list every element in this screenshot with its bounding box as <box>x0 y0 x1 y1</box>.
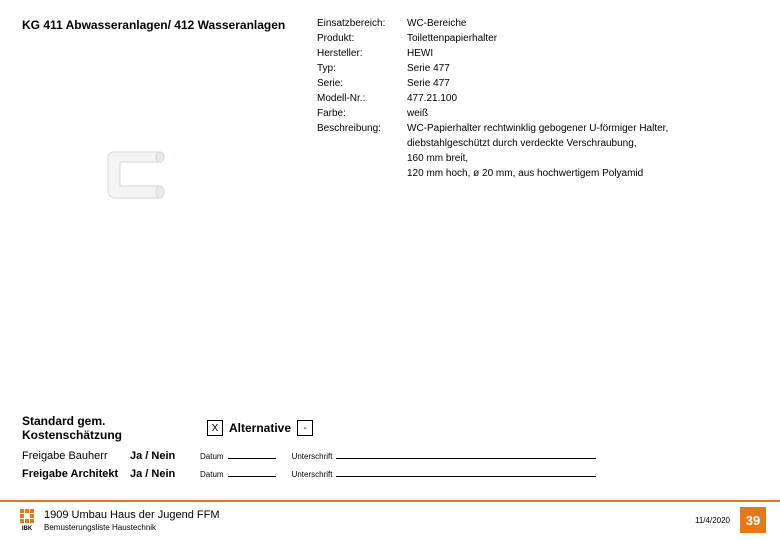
desc-line: 120 mm hoch, ø 20 mm, aus hochwertigem P… <box>407 168 758 179</box>
svg-text:IBK: IBK <box>22 526 33 531</box>
spec-val: Toilettenpapierhalter <box>407 33 668 44</box>
unterschrift-line <box>336 476 596 477</box>
product-image <box>100 140 180 210</box>
title-row: KG 411 Abwasseranlagen/ 412 Wasseranlage… <box>22 18 758 134</box>
spec-val: HEWI <box>407 48 668 59</box>
sign-row-architect: Freigabe Architekt Ja / Nein Datum Unter… <box>22 468 758 480</box>
datum-label: Datum <box>200 470 224 479</box>
unterschrift-line <box>336 458 596 459</box>
datum-line <box>228 476 276 477</box>
spec-key: Beschreibung: <box>317 123 399 134</box>
spec-key: Farbe: <box>317 108 399 119</box>
description-lines: diebstahlgeschützt durch verdeckte Versc… <box>407 138 758 179</box>
page-number: 39 <box>740 507 766 533</box>
sign-row-client: Freigabe Bauherr Ja / Nein Datum Untersc… <box>22 450 758 462</box>
sign-janein: Ja / Nein <box>130 468 200 480</box>
footer-date: 11/4/2020 <box>695 516 730 525</box>
footer: IBK 1909 Umbau Haus der Jugend FFM Bemus… <box>0 500 780 540</box>
desc-line: 160 mm breit, <box>407 153 758 164</box>
sign-role: Freigabe Bauherr <box>22 450 130 462</box>
page: KG 411 Abwasseranlagen/ 412 Wasseranlage… <box>0 0 780 540</box>
alternative-checkbox: - <box>297 420 313 436</box>
standard-row: Standard gem. Kostenschätzung X Alternat… <box>22 414 758 442</box>
datum-label: Datum <box>200 452 224 461</box>
spec-key: Einsatzbereich: <box>317 18 399 29</box>
spec-key: Modell-Nr.: <box>317 93 399 104</box>
logo-icon: IBK <box>18 509 36 531</box>
footer-text: 1909 Umbau Haus der Jugend FFM Bemusteru… <box>44 509 695 532</box>
approval-block: Standard gem. Kostenschätzung X Alternat… <box>22 414 758 486</box>
standard-label: Standard gem. Kostenschätzung <box>22 414 207 442</box>
page-title: KG 411 Abwasseranlagen/ 412 Wasseranlage… <box>22 18 317 134</box>
spec-grid: Einsatzbereich: WC-Bereiche Produkt: Toi… <box>317 18 668 134</box>
spec-key: Serie: <box>317 78 399 89</box>
spec-val: 477.21.100 <box>407 93 668 104</box>
standard-checkbox: X <box>207 420 223 436</box>
alternative-label: Alternative <box>229 421 291 435</box>
unterschrift-label: Unterschrift <box>292 470 333 479</box>
spec-key: Typ: <box>317 63 399 74</box>
spec-val: weiß <box>407 108 668 119</box>
spec-val: Serie 477 <box>407 63 668 74</box>
spec-val: WC-Papierhalter rechtwinklig gebogener U… <box>407 123 668 134</box>
footer-subtitle: Bemusterungsliste Haustechnik <box>44 523 695 532</box>
spec-key: Hersteller: <box>317 48 399 59</box>
spec-val: Serie 477 <box>407 78 668 89</box>
sign-janein: Ja / Nein <box>130 450 200 462</box>
spec-val: WC-Bereiche <box>407 18 668 29</box>
spec-key: Produkt: <box>317 33 399 44</box>
desc-line: diebstahlgeschützt durch verdeckte Versc… <box>407 138 758 149</box>
footer-title: 1909 Umbau Haus der Jugend FFM <box>44 509 695 521</box>
unterschrift-label: Unterschrift <box>292 452 333 461</box>
footer-divider <box>0 500 780 502</box>
datum-line <box>228 458 276 459</box>
sign-role: Freigabe Architekt <box>22 468 130 480</box>
